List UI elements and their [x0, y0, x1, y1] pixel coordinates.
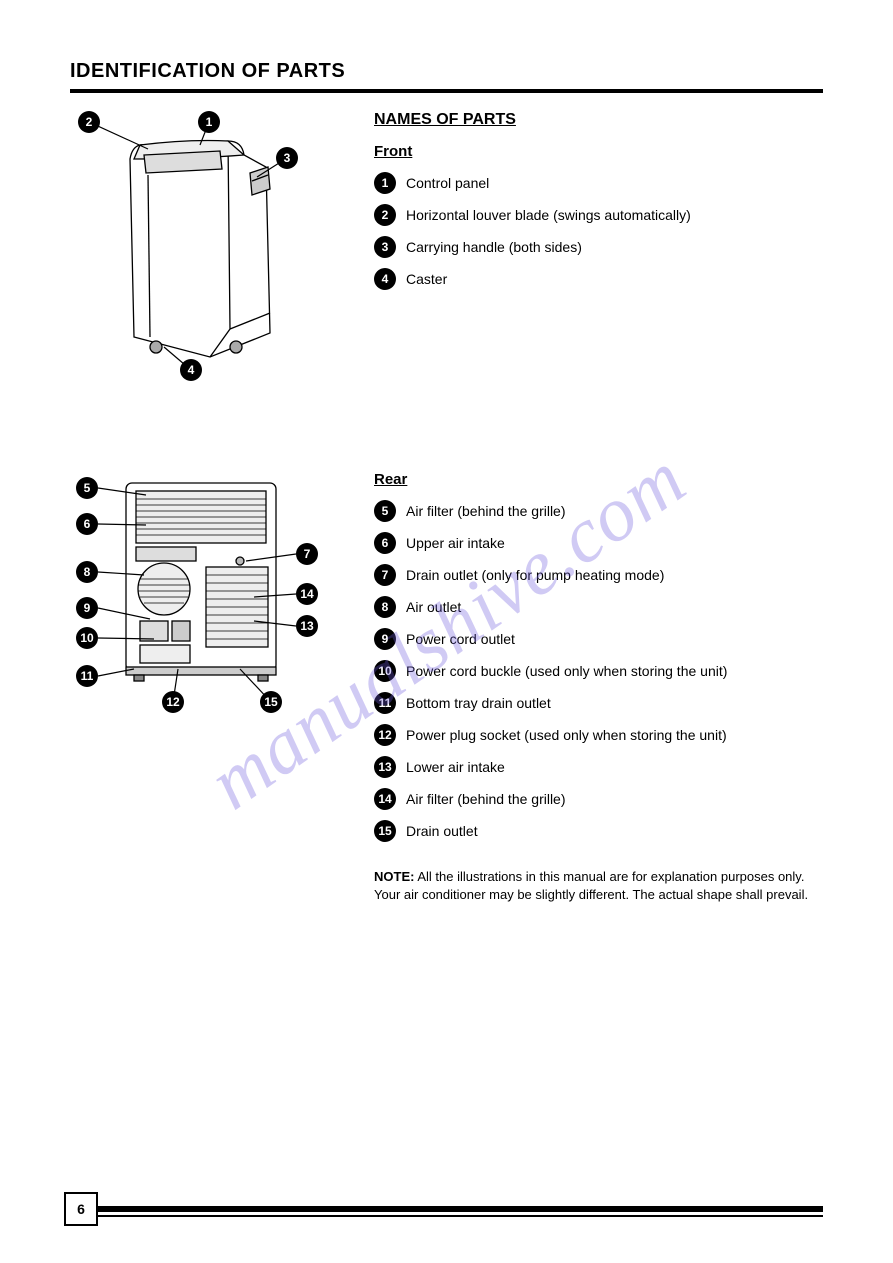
- part-number-badge: 9: [374, 628, 396, 650]
- spacer: [70, 401, 823, 471]
- callout-badge: 4: [180, 359, 202, 381]
- callout-badge: 6: [76, 513, 98, 535]
- part-number-badge: 10: [374, 660, 396, 682]
- parts-list-item: 5 Air filter (behind the grille): [374, 500, 823, 522]
- parts-list-item: 6 Upper air intake: [374, 532, 823, 554]
- part-label: Power cord outlet: [406, 628, 823, 649]
- callout-badge: 2: [78, 111, 100, 133]
- part-number-badge: 2: [374, 204, 396, 226]
- callout-badge: 14: [296, 583, 318, 605]
- page-number: 6: [64, 1192, 98, 1226]
- callout-badge: 1: [198, 111, 220, 133]
- callout-badge: 3: [276, 147, 298, 169]
- parts-list-item: 4 Caster: [374, 268, 823, 290]
- page-footer: 6: [70, 1206, 823, 1217]
- parts-list-item: 3 Carrying handle (both sides): [374, 236, 823, 258]
- part-label: Carrying handle (both sides): [406, 236, 823, 257]
- product-rear-figure: 5 6 8 9 10 11 12 15 7 14 13: [70, 471, 330, 731]
- part-label: Horizontal louver blade (swings automati…: [406, 204, 823, 225]
- parts-list-item: 1 Control panel: [374, 172, 823, 194]
- parts-list-item: 11 Bottom tray drain outlet: [374, 692, 823, 714]
- part-number-badge: 7: [374, 564, 396, 586]
- section-title: IDENTIFICATION OF PARTS: [70, 60, 823, 83]
- footer-rule-thin: [70, 1215, 823, 1217]
- part-number-badge: 4: [374, 268, 396, 290]
- part-number-badge: 5: [374, 500, 396, 522]
- parts-list-item: 2 Horizontal louver blade (swings automat…: [374, 204, 823, 226]
- rear-title: Rear: [374, 471, 823, 488]
- callout-badge: 8: [76, 561, 98, 583]
- part-label: Air filter (behind the grille): [406, 500, 823, 521]
- content-row-front: 2 1 3 4 NAMES OF PARTS Front 1 Control panel…: [70, 111, 823, 401]
- part-number-badge: 1: [374, 172, 396, 194]
- part-label: Power cord buckle (used only when storin…: [406, 660, 823, 681]
- front-parts-list: 1 Control panel 2 Horizontal louver blade (…: [374, 172, 823, 290]
- parts-list-item: 15 Drain outlet: [374, 820, 823, 842]
- parts-list-item: 12 Power plug socket (used only when stor…: [374, 724, 823, 746]
- figure-column-rear: 5 6 8 9 10 11 12 15 7 14 13: [70, 471, 350, 916]
- part-number-badge: 13: [374, 756, 396, 778]
- callout-badge: 11: [76, 665, 98, 687]
- callout-badge: 7: [296, 543, 318, 565]
- part-number-badge: 3: [374, 236, 396, 258]
- parts-list-item: 13 Lower air intake: [374, 756, 823, 778]
- parts-list-item: 8 Air outlet: [374, 596, 823, 618]
- product-rear-svg: [70, 471, 330, 731]
- callout-badge: 12: [162, 691, 184, 713]
- part-label: Upper air intake: [406, 532, 823, 553]
- note-text: All the illustrations in this manual are…: [374, 869, 808, 902]
- parts-list-item: 14 Air filter (behind the grille): [374, 788, 823, 810]
- figure-column-front: 2 1 3 4: [70, 111, 350, 401]
- product-front-figure: 2 1 3 4: [70, 111, 330, 401]
- rear-parts-list: 5 Air filter (behind the grille) 6 Upper ai…: [374, 500, 823, 842]
- text-column-front: NAMES OF PARTS Front 1 Control panel 2 Hori…: [374, 111, 823, 401]
- part-label: Air outlet: [406, 596, 823, 617]
- text-column-rear: Rear 5 Air filter (behind the grille) 6 Upp…: [374, 471, 823, 916]
- part-number-badge: 14: [374, 788, 396, 810]
- part-number-badge: 11: [374, 692, 396, 714]
- parts-list-item: 7 Drain outlet (only for pump heating mod…: [374, 564, 823, 586]
- part-label: Air filter (behind the grille): [406, 788, 823, 809]
- part-label: Caster: [406, 268, 823, 289]
- callout-badge: 10: [76, 627, 98, 649]
- page: manualshive.com IDENTIFICATION OF PARTS: [0, 0, 893, 1263]
- names-subtitle: NAMES OF PARTS: [374, 111, 823, 129]
- part-number-badge: 12: [374, 724, 396, 746]
- parts-list-item: 9 Power cord outlet: [374, 628, 823, 650]
- section-rule: [70, 89, 823, 93]
- part-label: Bottom tray drain outlet: [406, 692, 823, 713]
- part-label: Power plug socket (used only when storin…: [406, 724, 823, 745]
- part-number-badge: 15: [374, 820, 396, 842]
- callout-badge: 5: [76, 477, 98, 499]
- part-label: Drain outlet: [406, 820, 823, 841]
- part-label: Lower air intake: [406, 756, 823, 777]
- part-number-badge: 6: [374, 532, 396, 554]
- footer-rule-thick: [70, 1206, 823, 1212]
- front-title: Front: [374, 143, 823, 160]
- parts-list-item: 10 Power cord buckle (used only when stor…: [374, 660, 823, 682]
- callout-badge: 13: [296, 615, 318, 637]
- note: NOTE: All the illustrations in this manu…: [374, 868, 823, 903]
- part-label: Drain outlet (only for pump heating mode…: [406, 564, 823, 585]
- callout-badge: 15: [260, 691, 282, 713]
- note-label: NOTE:: [374, 869, 414, 884]
- content-row-rear: 5 6 8 9 10 11 12 15 7 14 13 Rear 5 Air filter (behi…: [70, 471, 823, 916]
- part-number-badge: 8: [374, 596, 396, 618]
- callout-badge: 9: [76, 597, 98, 619]
- part-label: Control panel: [406, 172, 823, 193]
